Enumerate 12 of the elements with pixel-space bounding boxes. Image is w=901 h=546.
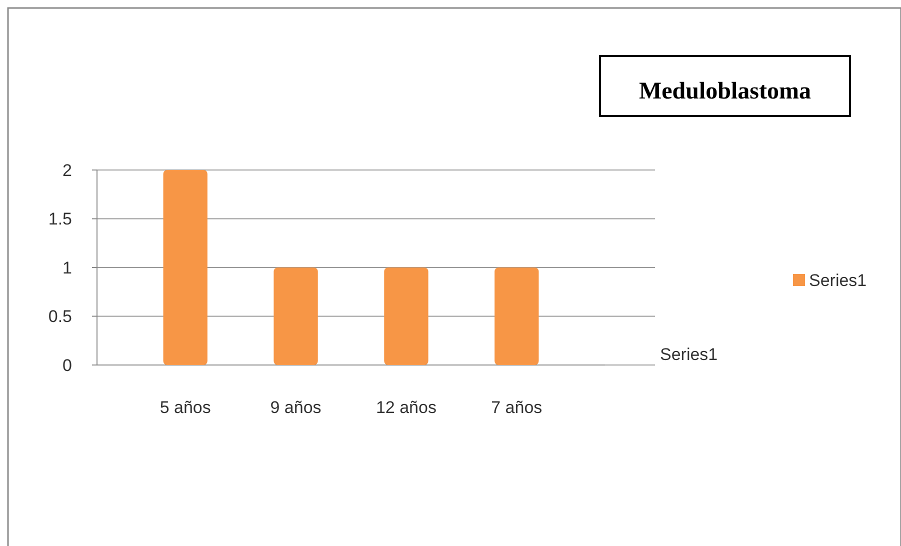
y-tick-label: 0.5 <box>48 307 72 326</box>
x-tick-label: 9 años <box>270 398 322 417</box>
x-tick-label: 7 años <box>491 398 542 417</box>
y-tick-label: 2 <box>62 160 72 180</box>
y-tick-label: 1 <box>62 258 72 278</box>
legend-label: Series1 <box>809 270 867 290</box>
x-tick-label: 5 años <box>160 398 211 417</box>
y-tick-label: 0 <box>62 356 72 375</box>
y-tick-label: 1.5 <box>48 210 72 229</box>
x-tick-label: 12 años <box>376 398 436 417</box>
text: Meduloblastoma <box>638 78 812 104</box>
text: Series1 <box>660 345 718 364</box>
